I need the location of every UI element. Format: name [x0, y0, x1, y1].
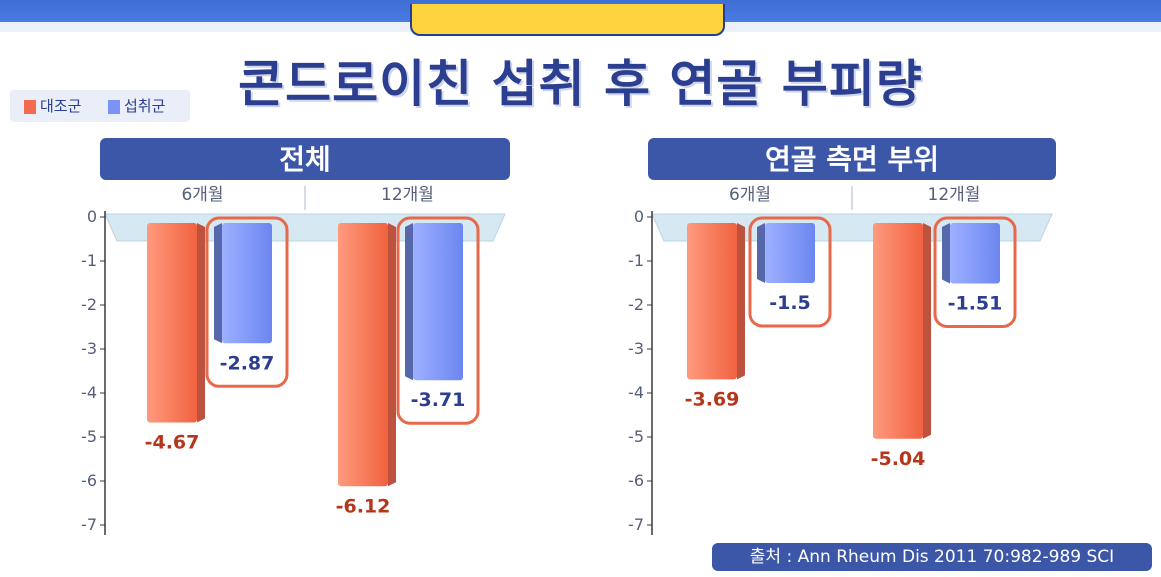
data-label: -3.69: [685, 388, 740, 410]
y-tick-label: -7: [628, 515, 644, 534]
chart-panel-2: 연골 측면 부위 6개월 12개월 0 -1 -2 -3 -4 -5 -6 -7 -3.69 -5.04…: [628, 138, 1056, 535]
y-tick-label: -2: [81, 295, 97, 314]
category-label: 6개월: [181, 185, 223, 205]
y-tick-label: 0: [634, 207, 644, 226]
chart-title: 전체: [279, 143, 331, 176]
y-tick-label: -5: [81, 427, 97, 446]
chart-panel-1: 전체 6개월 12개월 0 -1 -2 -3 -4 -5 -6 -7 -4.67 -6.12 -2.87 -…: [81, 138, 510, 535]
bar-side: [197, 223, 205, 423]
category-label: 12개월: [928, 185, 981, 205]
bar-side: [405, 223, 413, 381]
y-tick-label: -4: [81, 383, 97, 402]
bar-대조군-6개월: [147, 223, 197, 423]
highlight-box: [205, 216, 289, 388]
highlight-box: [748, 216, 832, 328]
chart-header: [100, 138, 510, 180]
legend-label-intake: 섭취군: [124, 97, 166, 115]
y-tick-label: -6: [81, 471, 97, 490]
category-label: 6개월: [729, 185, 771, 205]
data-label: -1.51: [948, 292, 1003, 314]
y-tick-label: -5: [628, 427, 644, 446]
bar-대조군-12개월: [338, 223, 388, 487]
data-label: -6.12: [336, 495, 391, 517]
bar-섭취군-6개월: [222, 223, 272, 344]
bar-side: [388, 223, 396, 487]
y-tick-label: -3: [81, 339, 97, 358]
bar-side: [737, 223, 745, 380]
y-tick-label: -1: [628, 251, 644, 270]
legend-item-control: 대조군: [24, 96, 81, 116]
chart-title: 연골 측면 부위: [765, 143, 939, 176]
highlight-box: [396, 216, 480, 425]
y-tick-label: -3: [628, 339, 644, 358]
y-tick-label: -2: [628, 295, 644, 314]
legend-swatch-intake: [108, 99, 120, 114]
page-title: 콘드로이친 섭취 후 연골 부피량: [238, 55, 923, 113]
data-label: -2.87: [220, 352, 275, 374]
y-tick-label: -4: [628, 383, 644, 402]
legend-label-control: 대조군: [40, 97, 82, 115]
bar-side: [214, 223, 222, 344]
data-label: -1.5: [769, 292, 811, 314]
bar-side: [757, 223, 765, 283]
y-tick-label: 0: [87, 207, 97, 226]
y-tick-label: -6: [628, 471, 644, 490]
y-tick-label: -1: [81, 251, 97, 270]
bar-side: [923, 223, 931, 439]
y-tick-label: -7: [81, 515, 97, 534]
bar-섭취군-12개월: [413, 223, 463, 381]
top-tab-decoration: [410, 4, 725, 36]
legend-item-intake: 섭취군: [108, 96, 165, 116]
bar-대조군-12개월: [873, 223, 923, 439]
legend-swatch-control: [24, 99, 36, 114]
data-label: -5.04: [871, 448, 926, 470]
category-label: 12개월: [381, 185, 434, 205]
bar-섭취군-12개월: [950, 223, 1000, 284]
chart-header: [648, 138, 1056, 180]
bar-섭취군-6개월: [765, 223, 815, 283]
source-citation: 출처 : Ann Rheum Dis 2011 70:982-989 SCI: [712, 543, 1152, 571]
chart-legend: 대조군 섭취군: [10, 90, 190, 122]
bar-side: [942, 223, 950, 284]
data-label: -3.71: [411, 389, 466, 411]
data-label: -4.67: [145, 431, 200, 453]
bar-대조군-6개월: [687, 223, 737, 380]
highlight-box: [933, 216, 1017, 328]
